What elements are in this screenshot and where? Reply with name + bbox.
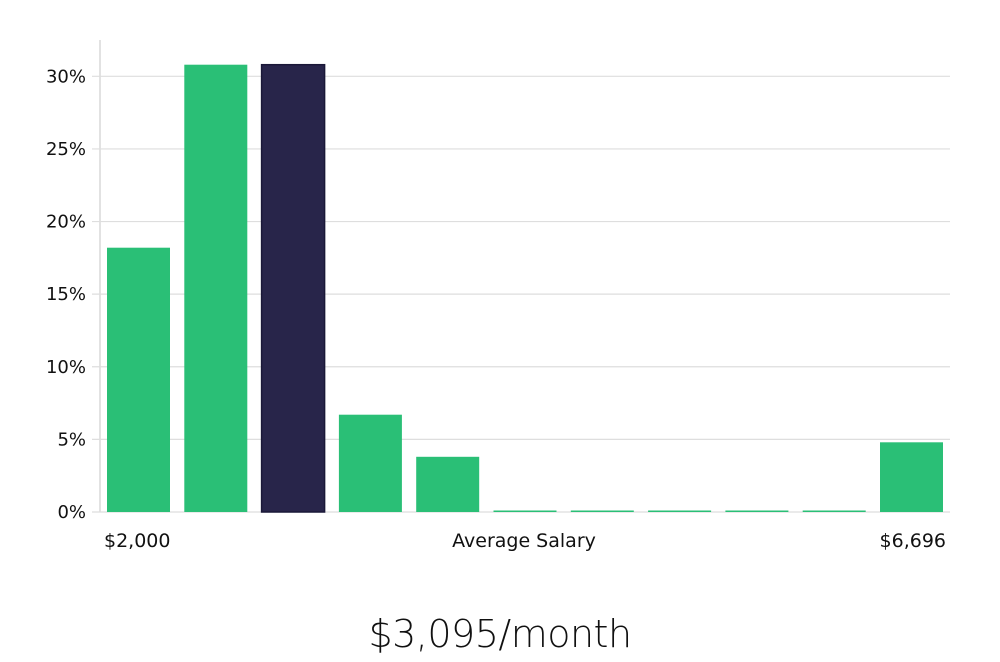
y-tick-label: 5%	[57, 429, 86, 450]
y-tick-label: 0%	[57, 502, 86, 523]
bar	[570, 510, 634, 512]
average-salary-value: $3,095/month	[368, 612, 632, 656]
bar	[416, 456, 480, 512]
x-axis-title: Average Salary	[452, 530, 596, 552]
y-axis-ticks: 0% 5% 10% 15% 20% 25% 30%	[46, 66, 86, 523]
bar	[493, 510, 557, 512]
x-min-label: $2,000	[104, 530, 170, 552]
bar	[648, 510, 712, 512]
bar	[725, 510, 789, 512]
y-tick-label: 20%	[46, 212, 86, 233]
bar	[184, 64, 248, 512]
y-tick-label: 30%	[46, 66, 86, 87]
bars	[107, 63, 943, 513]
bar	[338, 414, 402, 512]
y-tick-label: 15%	[46, 284, 86, 305]
salary-histogram: 0% 5% 10% 15% 20% 25% 30% $2,000 Average Salar…	[46, 40, 950, 552]
bar	[880, 442, 943, 512]
y-tick-label: 25%	[46, 139, 86, 160]
x-max-label: $6,696	[880, 530, 946, 552]
bar-highlighted	[260, 63, 326, 513]
bar	[802, 510, 866, 512]
bar	[107, 247, 170, 512]
y-tick-label: 10%	[46, 357, 86, 378]
